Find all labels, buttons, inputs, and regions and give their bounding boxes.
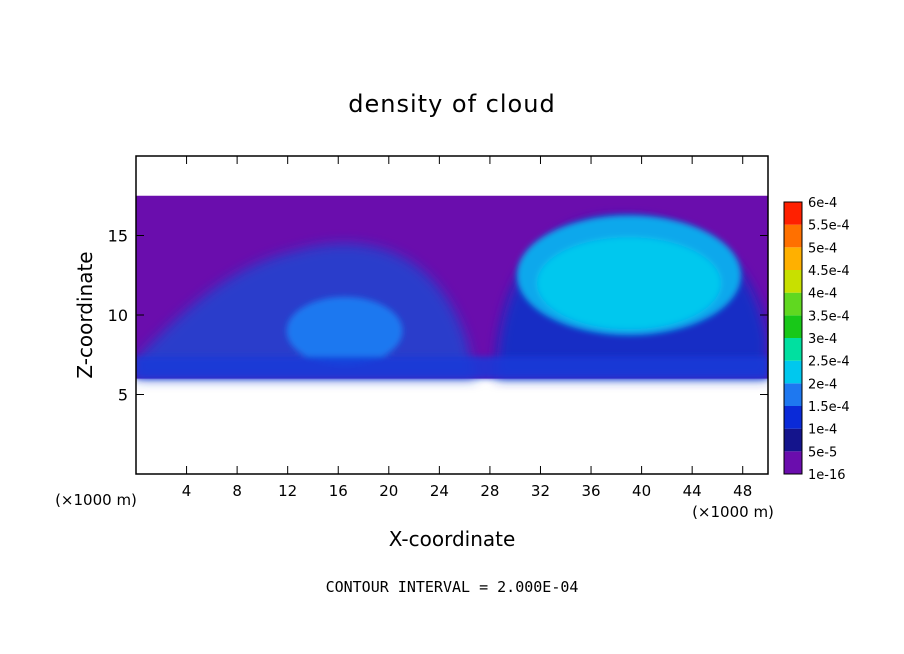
colorbar-swatch [784,383,802,406]
y-axis-label: Z-coordinate [73,251,97,378]
colorbar-label: 3.5e-4 [808,309,850,324]
colorbar-swatch [784,360,802,384]
contour-interval-note: CONTOUR INTERVAL = 2.000E-04 [326,578,579,596]
colorbar-label: 3e-4 [808,332,837,347]
colorbar-swatch [784,338,802,361]
colorbar: 1e-16 5e-5 1e-4 1.5e-4 2e-4 2.5e-4 3e-4 3.5e-4 4… [783,196,850,483]
x-tick-label: 12 [278,482,297,500]
colorbar-swatch [784,247,802,270]
cloud-base-band [136,356,768,379]
chart-title: density of cloud [348,90,555,118]
convective-cell-left [286,296,403,365]
colorbar-label: 2e-4 [808,377,837,392]
x-tick-label: 36 [581,482,600,500]
x-tick-label: 44 [683,482,702,500]
colorbar-swatch [784,202,802,225]
plot-area [136,156,768,474]
colorbar-swatch [784,406,802,429]
colorbar-swatch [784,270,802,293]
x-tick-label: 4 [182,482,192,500]
convective-core-right [536,237,721,330]
density-field [136,195,768,379]
colorbar-label: 1.5e-4 [808,400,850,415]
y-axis: 5 10 15 [108,227,768,405]
colorbar-label: 4e-4 [808,287,837,302]
y-tick-label: 5 [118,386,128,405]
colorbar-label: 5.5e-4 [808,219,850,234]
colorbar-label: 1e-4 [808,423,837,438]
y-tick-label: 10 [108,306,128,325]
colorbar-swatch [784,292,802,316]
x-unit-left: (×1000 m) [55,491,137,509]
y-tick-label: 15 [108,227,128,246]
x-axis-label: X-coordinate [389,527,516,551]
colorbar-label: 1e-16 [808,468,846,483]
colorbar-label: 6e-4 [808,196,837,211]
colorbar-label: 5e-5 [808,445,837,460]
x-tick-label: 16 [329,482,348,500]
colorbar-label: 4.5e-4 [808,264,850,279]
x-tick-label: 28 [480,482,499,500]
x-unit-right: (×1000 m) [692,503,774,521]
x-axis: 4 8 12 16 20 24 28 32 36 40 44 48 [182,156,752,500]
x-tick-label: 40 [632,482,651,500]
x-tick-label: 48 [733,482,752,500]
colorbar-swatch [784,428,802,452]
colorbar-swatch [784,224,802,248]
colorbar-swatch [784,315,802,338]
colorbar-label: 2.5e-4 [808,355,850,370]
x-tick-label: 8 [232,482,242,500]
x-tick-label: 24 [430,482,449,500]
x-tick-label: 32 [531,482,550,500]
colorbar-label: 5e-4 [808,241,837,256]
x-tick-label: 20 [379,482,398,500]
colorbar-swatch [784,451,802,474]
